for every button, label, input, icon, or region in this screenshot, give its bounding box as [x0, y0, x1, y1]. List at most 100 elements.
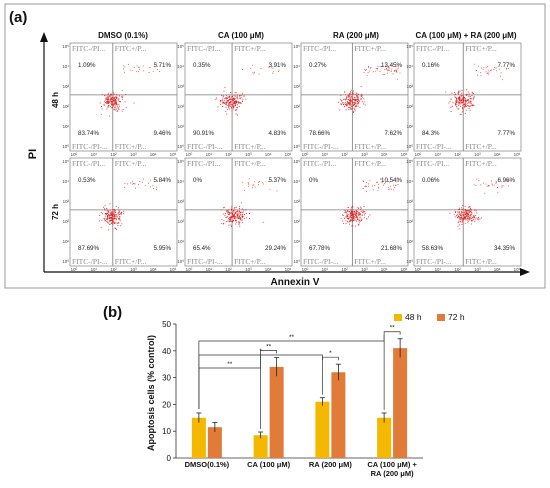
x-tick-label: 10²: [225, 152, 232, 157]
x-tick-label: 10³: [361, 267, 368, 272]
significance-bracket: [383, 331, 401, 410]
bar-category-label: DMSO(0.1%): [185, 460, 230, 469]
panel-a-label: (a): [9, 9, 27, 26]
quadrant-percent-top-right: 5.71%: [153, 62, 171, 69]
y-tick-label: 10⁴: [293, 64, 300, 69]
y-tick-label: 10⁵: [177, 159, 184, 164]
x-tick-label: 10⁴: [150, 267, 157, 272]
quadrant-percent-bottom-right: 9.46%: [153, 130, 171, 137]
x-tick-label: 10²: [341, 152, 348, 157]
quadrant-label-top-right: FITC+/P...: [465, 44, 497, 53]
pi-axis-label: PI: [27, 149, 39, 159]
y-tick-label: 10⁴: [62, 64, 69, 69]
quadrant-label-top-right: FITC+/P...: [115, 159, 147, 168]
quadrant-percent-top-left: 0.35%: [193, 62, 211, 69]
quadrant-percent-bottom-right: 29.24%: [265, 245, 286, 252]
x-tick-label: 10³: [361, 152, 368, 157]
x-tick-label: 10¹: [206, 152, 213, 157]
bar-48h: [191, 417, 206, 458]
quadrant-label-top-left: FITC-/PI...: [187, 44, 220, 53]
column-title-ca: CA (100 μM): [218, 31, 264, 40]
row-label-48h: 48 h: [51, 92, 60, 108]
flow-panel: 10⁰10⁰10¹10¹10²10²10³10³10⁴10⁴10⁵10⁵FITC…: [62, 42, 178, 157]
x-tick-label: 10⁰: [302, 152, 309, 157]
quadrant-percent-bottom-right: 5.95%: [153, 245, 171, 252]
quadrant-percent-top-left: 0.16%: [422, 62, 440, 69]
bar-category-label: CA (100 μM): [247, 460, 291, 469]
quadrant-label-bottom-left: FITC-/PI-...: [416, 142, 452, 151]
x-tick-label: 10³: [474, 267, 481, 272]
y-tick-label: 10⁰: [62, 259, 69, 264]
flow-panel: 10⁰10⁰10¹10¹10²10²10³10³10⁴10⁴10⁵10⁵FITC…: [406, 42, 522, 157]
quadrant-label-top-right: FITC+/P...: [354, 44, 386, 53]
y-tick-label: 10³: [178, 84, 185, 89]
x-tick-label: 10²: [225, 267, 232, 272]
x-tick-label: 10⁴: [381, 267, 388, 272]
event-dots: [445, 63, 509, 115]
bar-y-tick-label: 50: [162, 320, 171, 329]
bar-72h: [207, 427, 222, 458]
quadrant-percent-top-left: 1.09%: [78, 62, 96, 69]
x-tick-label: 10⁵: [285, 152, 292, 157]
x-tick-label: 10³: [474, 152, 481, 157]
x-tick-label: 10⁰: [71, 267, 78, 272]
quadrant-label-bottom-left: FITC-/PI-...: [72, 142, 108, 151]
y-tick-label: 10²: [294, 104, 301, 109]
x-tick-label: 10⁰: [415, 152, 422, 157]
y-tick-label: 10⁰: [62, 144, 69, 149]
quadrant-percent-bottom-right: 34.35%: [494, 245, 515, 252]
x-tick-label: 10¹: [206, 267, 213, 272]
bar-48h: [377, 417, 392, 458]
quadrant-percent-bottom-right: 4.83%: [268, 130, 286, 137]
flow-panel: 10⁰10⁰10¹10¹10²10²10³10³10⁴10⁴10⁵10⁵FITC…: [177, 157, 293, 272]
y-tick-label: 10³: [63, 84, 70, 89]
y-tick-label: 10⁵: [293, 44, 300, 49]
y-tick-label: 10³: [178, 199, 185, 204]
x-tick-label: 10³: [245, 267, 252, 272]
y-tick-label: 10³: [63, 199, 70, 204]
significance-bracket: [260, 350, 277, 430]
quadrant-percent-bottom-left: 58.63%: [422, 245, 443, 252]
quadrant-label-top-left: FITC-/PI...: [187, 159, 220, 168]
x-tick-label: 10¹: [322, 267, 329, 272]
x-tick-label: 10⁴: [494, 152, 501, 157]
x-tick-label: 10⁵: [514, 267, 521, 272]
x-tick-label: 10⁴: [494, 267, 501, 272]
x-tick-label: 10⁴: [381, 152, 388, 157]
quadrant-label-bottom-right: FITC+/P...: [465, 257, 497, 266]
y-tick-label: 10¹: [294, 239, 301, 244]
x-tick-label: 10⁰: [186, 152, 193, 157]
event-dots: [99, 63, 160, 117]
y-tick-label: 10⁵: [293, 159, 300, 164]
x-tick-label: 10¹: [435, 152, 442, 157]
bar-y-tick-label: 20: [162, 400, 171, 409]
flow-panel-frame: [69, 42, 178, 152]
x-tick-label: 10¹: [435, 267, 442, 272]
y-tick-label: 10²: [178, 104, 185, 109]
event-dots: [215, 63, 280, 116]
x-tick-label: 10⁵: [401, 152, 408, 157]
quadrant-percent-bottom-right: 21.68%: [381, 245, 402, 252]
x-tick-label: 10⁰: [71, 152, 78, 157]
legend-swatch-48h: [394, 314, 402, 321]
quadrant-percent-top-right: 6.96%: [497, 177, 515, 184]
quadrant-label-top-right: FITC+/P...: [115, 44, 147, 53]
bar-y-axis-label: Apoptosis cells (% control): [146, 335, 156, 451]
bar-y-tick-label: 40: [162, 347, 171, 356]
y-tick-label: 10⁵: [406, 159, 413, 164]
y-tick-label: 10⁴: [177, 179, 184, 184]
x-tick-label: 10⁴: [265, 152, 272, 157]
bar-category-label: RA (200 μM): [309, 460, 353, 469]
x-tick-label: 10⁵: [285, 267, 292, 272]
bar-category-label: CA (100 μM) +: [367, 460, 417, 469]
quadrant-percent-top-right: 13.45%: [381, 62, 402, 69]
y-tick-label: 10⁵: [62, 159, 69, 164]
y-tick-label: 10²: [178, 219, 185, 224]
quadrant-percent-bottom-right: 7.62%: [384, 130, 402, 137]
significance-marker: *: [329, 350, 332, 357]
quadrant-label-top-left: FITC-/PI...: [303, 44, 336, 53]
y-tick-label: 10⁴: [293, 179, 300, 184]
bar-y-tick-label: 10: [162, 427, 171, 436]
y-tick-label: 10²: [407, 219, 414, 224]
